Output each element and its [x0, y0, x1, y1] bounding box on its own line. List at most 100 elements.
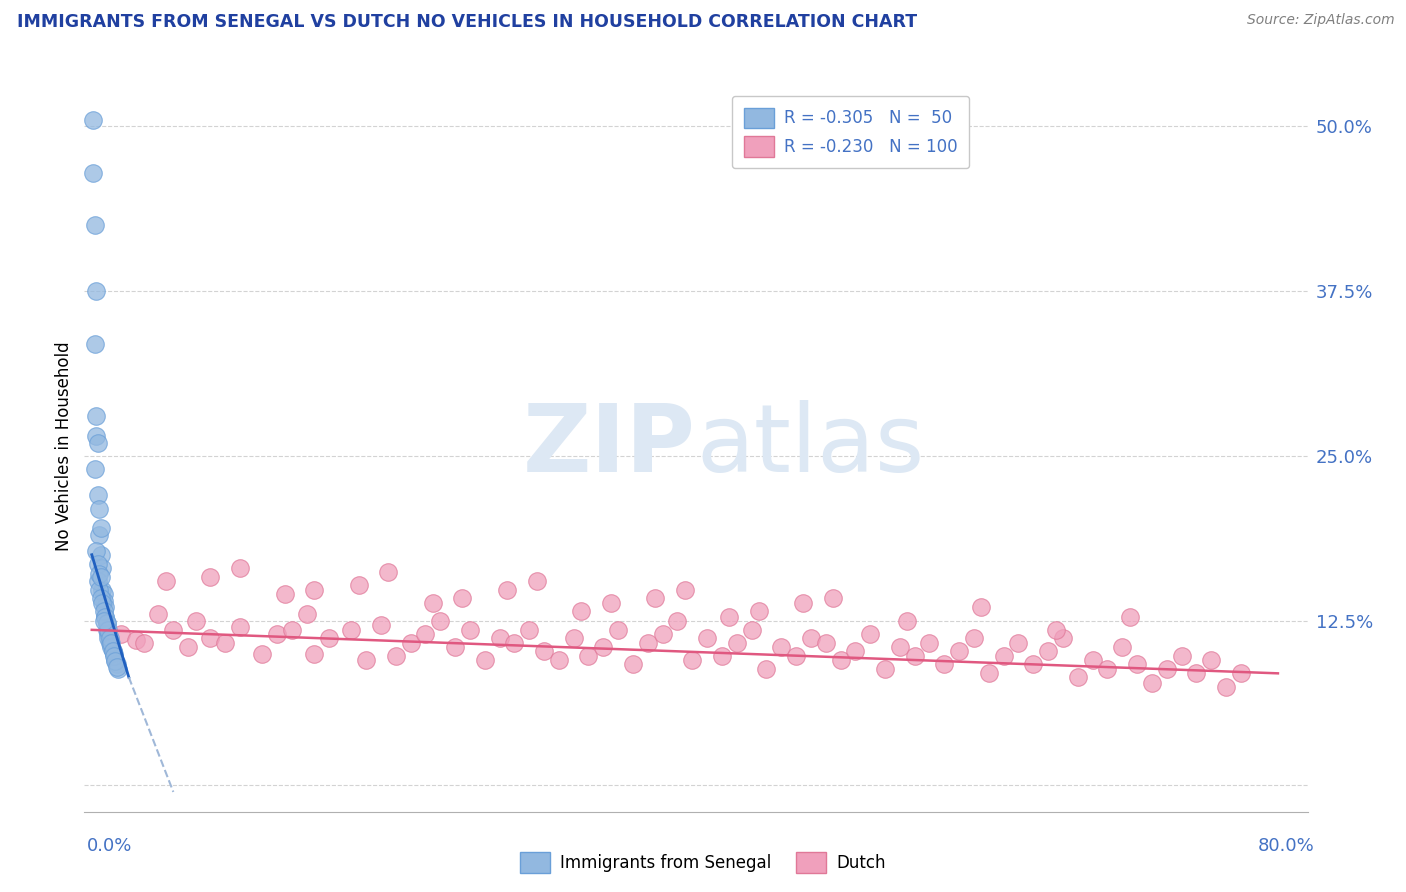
Point	[89, 583, 111, 598]
Point	[533, 644, 555, 658]
Point	[214, 636, 236, 650]
Point	[1097, 662, 1119, 676]
Point	[105, 659, 128, 673]
Point	[673, 583, 696, 598]
Point	[948, 644, 970, 658]
Point	[578, 649, 600, 664]
Point	[1230, 666, 1253, 681]
Point	[94, 609, 117, 624]
Point	[526, 574, 548, 588]
Point	[295, 607, 318, 621]
Point	[503, 636, 526, 650]
Point	[266, 627, 288, 641]
Point	[103, 649, 125, 664]
Point	[1118, 609, 1140, 624]
Point	[101, 644, 124, 658]
Point	[101, 644, 124, 658]
Point	[1111, 640, 1133, 654]
Point	[458, 623, 481, 637]
Point	[800, 631, 823, 645]
Point	[340, 623, 363, 637]
Point	[562, 631, 585, 645]
Y-axis label: No Vehicles in Household: No Vehicles in Household	[55, 341, 73, 551]
Point	[651, 627, 673, 641]
Point	[569, 604, 592, 618]
Point	[1126, 657, 1149, 672]
Point	[184, 614, 207, 628]
Point	[105, 657, 128, 672]
Point	[963, 631, 986, 645]
Point	[162, 623, 184, 637]
Point	[741, 623, 763, 637]
Point	[370, 617, 392, 632]
Point	[844, 644, 866, 658]
Point	[94, 609, 117, 624]
Point	[84, 543, 107, 558]
Point	[148, 607, 170, 621]
Point	[718, 609, 741, 624]
Point	[1007, 636, 1029, 650]
Point	[86, 574, 108, 588]
Point	[103, 647, 125, 661]
Point	[83, 462, 105, 476]
Point	[748, 604, 770, 618]
Point	[451, 591, 474, 606]
Text: IMMIGRANTS FROM SENEGAL VS DUTCH NO VEHICLES IN HOUSEHOLD CORRELATION CHART: IMMIGRANTS FROM SENEGAL VS DUTCH NO VEHI…	[17, 13, 917, 31]
Point	[399, 636, 422, 650]
Point	[873, 662, 896, 676]
Point	[86, 488, 108, 502]
Text: Source: ZipAtlas.com: Source: ZipAtlas.com	[1247, 13, 1395, 28]
Point	[1052, 631, 1074, 645]
Point	[918, 636, 941, 650]
Point	[96, 616, 118, 631]
Text: ZIP: ZIP	[523, 400, 696, 492]
Point	[1140, 675, 1163, 690]
Point	[125, 633, 148, 648]
Point	[488, 631, 510, 645]
Point	[547, 653, 569, 667]
Point	[91, 561, 114, 575]
Point	[86, 435, 108, 450]
Point	[830, 653, 852, 667]
Point	[1067, 670, 1090, 684]
Point	[96, 623, 118, 637]
Point	[1022, 657, 1045, 672]
Point	[97, 631, 120, 645]
Point	[82, 112, 104, 127]
Point	[252, 647, 274, 661]
Point	[823, 591, 845, 606]
Point	[98, 636, 121, 650]
Point	[200, 631, 222, 645]
Point	[681, 653, 703, 667]
Point	[444, 640, 467, 654]
Point	[107, 662, 129, 676]
Point	[100, 640, 122, 654]
Point	[318, 631, 340, 645]
Point	[281, 623, 304, 637]
Point	[89, 528, 111, 542]
Point	[302, 647, 325, 661]
Point	[89, 567, 111, 582]
Point	[896, 614, 918, 628]
Point	[607, 623, 630, 637]
Point	[83, 336, 105, 351]
Point	[889, 640, 911, 654]
Text: 0.0%: 0.0%	[87, 837, 132, 855]
Point	[1081, 653, 1104, 667]
Point	[104, 655, 127, 669]
Point	[384, 649, 406, 664]
Point	[637, 636, 659, 650]
Point	[1215, 680, 1237, 694]
Point	[229, 620, 252, 634]
Text: atlas: atlas	[696, 400, 924, 492]
Text: 80.0%: 80.0%	[1258, 837, 1315, 855]
Point	[86, 557, 108, 571]
Point	[83, 219, 105, 233]
Legend: Immigrants from Senegal, Dutch: Immigrants from Senegal, Dutch	[513, 846, 893, 880]
Point	[82, 165, 104, 179]
Point	[93, 614, 115, 628]
Point	[474, 653, 496, 667]
Point	[666, 614, 689, 628]
Point	[90, 521, 112, 535]
Point	[132, 636, 155, 650]
